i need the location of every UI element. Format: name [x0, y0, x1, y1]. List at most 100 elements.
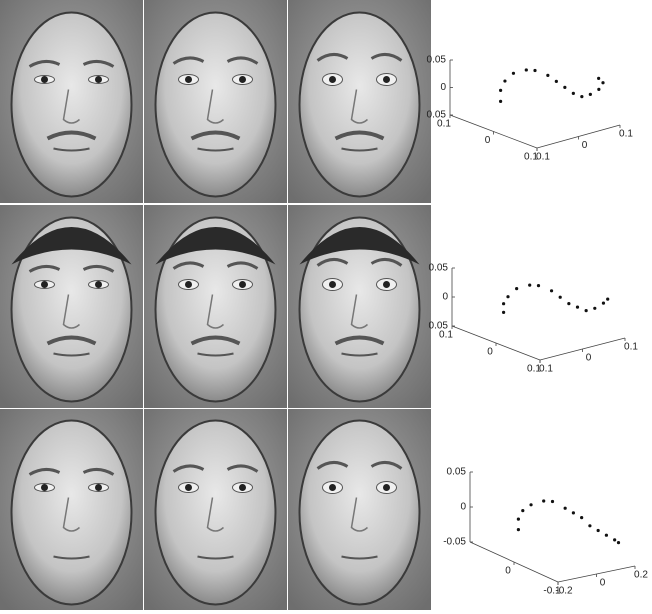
point	[601, 81, 604, 84]
point	[605, 534, 608, 537]
point	[555, 80, 558, 83]
y-tick-label: 0.2	[634, 570, 648, 581]
pupil	[95, 76, 102, 83]
y-tick-label: 0.1	[539, 364, 553, 375]
pupil	[185, 484, 192, 491]
face-image	[0, 205, 143, 408]
pupil	[383, 484, 390, 491]
point	[517, 518, 520, 521]
point	[537, 284, 540, 287]
point	[517, 528, 520, 531]
point	[521, 509, 524, 512]
face-image	[0, 409, 143, 610]
pupil	[329, 484, 336, 491]
face	[300, 421, 420, 605]
point	[597, 529, 600, 532]
point	[525, 68, 528, 71]
point	[588, 524, 591, 527]
pupil	[95, 281, 102, 288]
pupil	[329, 281, 336, 288]
scatter-3d: 0.0500.050.100.10.100.1	[427, 55, 634, 163]
point	[602, 302, 605, 305]
point	[597, 77, 600, 80]
face	[300, 13, 420, 197]
pupil	[239, 484, 246, 491]
point	[589, 93, 592, 96]
x-tick-label: 0.1	[437, 119, 451, 130]
z-tick-label: 0.05	[427, 55, 447, 66]
point	[502, 302, 505, 305]
x-tick-label: 0	[487, 347, 493, 358]
y-tick-label: 0.1	[619, 129, 633, 140]
point	[499, 100, 502, 103]
point	[564, 507, 567, 510]
pupil	[329, 76, 336, 83]
face	[156, 13, 276, 197]
point	[542, 499, 545, 502]
point	[515, 287, 518, 290]
pupil	[41, 281, 48, 288]
point	[528, 284, 531, 287]
point	[606, 298, 609, 301]
point	[503, 79, 506, 82]
point	[550, 289, 553, 292]
point	[533, 69, 536, 72]
figure: 0.0500.050.100.10.100.10.0500.050.100.10…	[0, 0, 652, 614]
pupil	[41, 484, 48, 491]
face	[12, 421, 132, 605]
point	[551, 500, 554, 503]
point	[502, 311, 505, 314]
point	[572, 511, 575, 514]
x-tick-label: 0.1	[439, 330, 453, 341]
point	[567, 302, 570, 305]
face-image	[288, 0, 431, 203]
z-tick-label: -0.05	[443, 537, 466, 548]
point	[613, 538, 616, 541]
pupil	[185, 281, 192, 288]
z-tick-label: 0	[440, 82, 446, 93]
pupil	[383, 281, 390, 288]
z-tick-label: 0.05	[429, 263, 449, 274]
pupil	[41, 76, 48, 83]
page: 0.0500.050.100.10.100.10.0500.050.100.10…	[0, 0, 652, 614]
x-tick-label: 0	[485, 135, 491, 146]
face-image	[144, 0, 287, 203]
pupil	[383, 76, 390, 83]
point	[512, 72, 515, 75]
face-image	[288, 409, 431, 610]
z-tick-label: 0	[460, 502, 466, 513]
point	[546, 74, 549, 77]
face	[12, 13, 132, 197]
pupil	[95, 484, 102, 491]
point	[572, 92, 575, 95]
point	[576, 306, 579, 309]
point	[563, 86, 566, 89]
point	[580, 95, 583, 98]
point	[499, 89, 502, 92]
pupil	[239, 281, 246, 288]
plots: 0.0500.050.100.10.100.10.0500.050.100.10…	[427, 55, 649, 597]
point	[593, 307, 596, 310]
face-image	[288, 205, 431, 408]
y-tick-label: 0	[600, 578, 606, 589]
z-tick-label: 0.05	[447, 467, 467, 478]
point	[585, 309, 588, 312]
point	[559, 296, 562, 299]
face-image	[144, 409, 287, 610]
point	[580, 516, 583, 519]
face-image	[144, 205, 287, 408]
face	[156, 421, 276, 605]
y-tick-label: 0.1	[536, 152, 550, 163]
y-tick-label: -0.2	[555, 586, 573, 597]
face-image	[0, 0, 143, 203]
pupil	[185, 76, 192, 83]
y-tick-label: 0	[582, 140, 588, 151]
point	[506, 295, 509, 298]
point	[597, 88, 600, 91]
face-images	[0, 0, 431, 610]
pupil	[239, 76, 246, 83]
y-tick-label: 0	[586, 353, 592, 364]
point	[617, 541, 620, 544]
